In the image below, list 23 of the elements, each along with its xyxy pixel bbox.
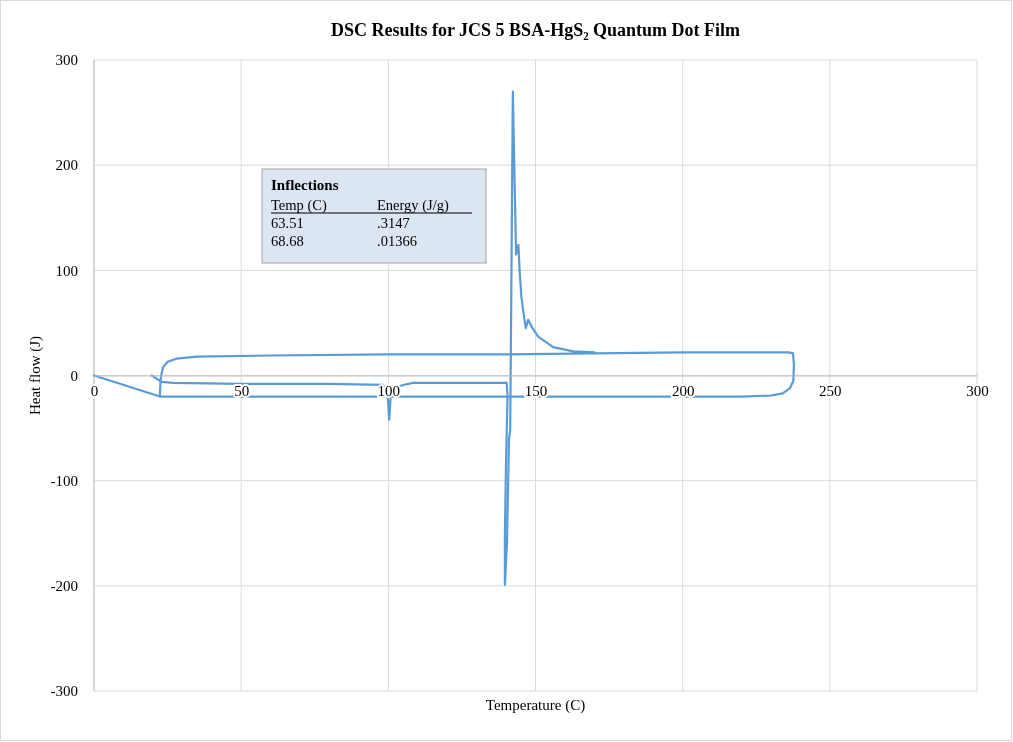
y-tick-label: -100 [50, 472, 78, 489]
annotation: Inflections [271, 177, 339, 193]
y-tick-label: 0 [70, 367, 78, 384]
y-tick-label: -200 [50, 578, 78, 595]
y-axis-title: Heat flow (J) [27, 335, 44, 416]
y-tick-label: 100 [55, 262, 78, 279]
x-tick-label: 0 [90, 383, 99, 400]
y-tick-label: -300 [50, 683, 78, 700]
x-tick-label: 200 [671, 383, 695, 400]
x-tick-label: 300 [966, 383, 989, 400]
annotation: 68.68 [271, 233, 304, 249]
x-axis-title: Temperature (C) [485, 697, 586, 714]
annotation: Temp (C) [271, 197, 327, 214]
x-tick-label: 50 [234, 383, 250, 400]
annotation: .3147 [377, 215, 410, 231]
chart-title: DSC Results for JCS 5 BSA-HgS₂ Quantum Dot Film [330, 20, 741, 40]
y-tick-label: 300 [55, 52, 78, 69]
annotation: .01366 [377, 233, 417, 249]
x-tick-label: 150 [524, 383, 548, 400]
y-tick-label: 200 [55, 157, 78, 174]
x-tick-label: 250 [819, 383, 842, 400]
annotation: 63.51 [271, 215, 304, 231]
annotation: Energy (J/g) [377, 197, 449, 214]
